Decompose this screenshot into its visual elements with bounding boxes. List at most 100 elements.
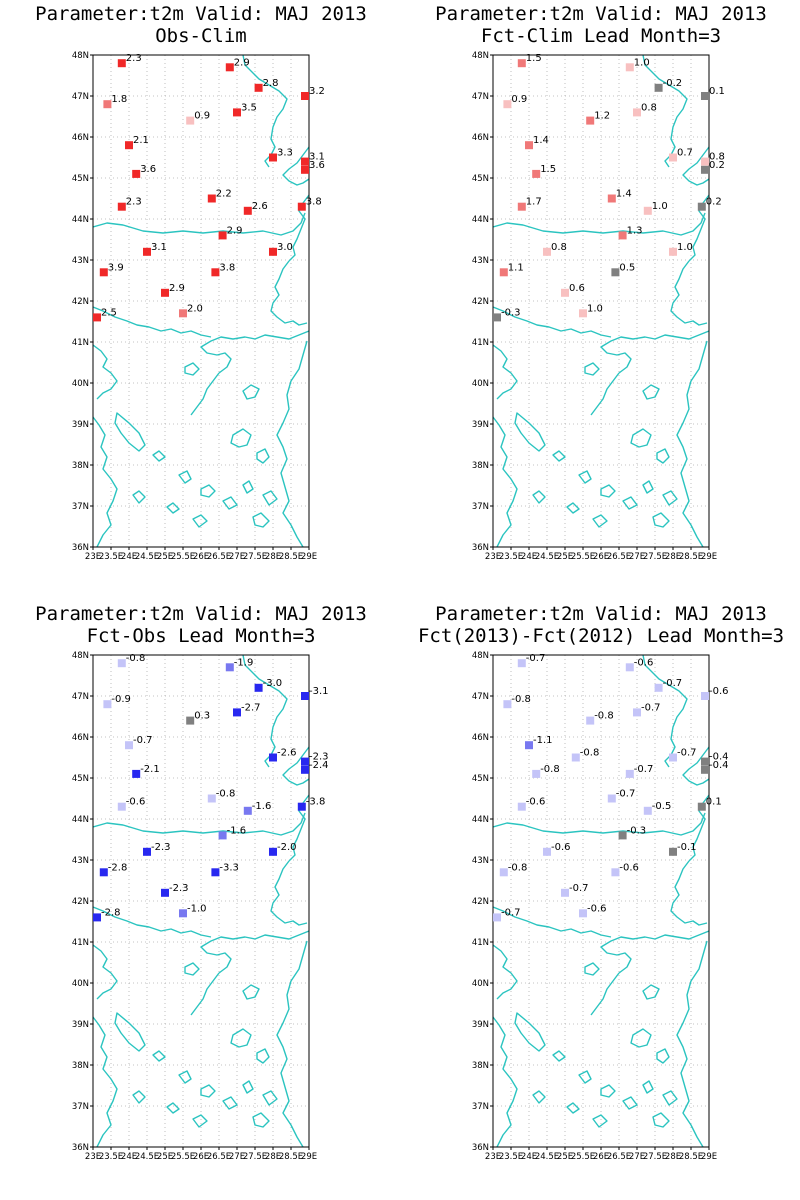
lat-tick-label: 38N <box>472 461 489 471</box>
lon-tick-label: 27E <box>229 552 245 562</box>
station-marker <box>517 59 526 68</box>
station-value-label: 1.0 <box>634 57 650 68</box>
station-value-label: 1.5 <box>540 164 556 175</box>
lon-tick-label: 26.5E <box>207 1152 231 1162</box>
station-marker <box>643 206 652 215</box>
station-value-label: 2.3 <box>126 53 142 64</box>
station-value-label: 0.9 <box>194 111 210 122</box>
lat-tick-label: 39N <box>472 420 489 430</box>
station-value-label: -0.7 <box>526 653 546 664</box>
station-marker <box>669 753 677 762</box>
station-marker <box>254 83 263 92</box>
lon-tick-label: 23E <box>85 1152 101 1162</box>
lon-tick-label: 24E <box>521 1152 537 1162</box>
station-value-label: -0.6 <box>709 686 729 697</box>
lon-tick-label: 24E <box>121 1152 137 1162</box>
station-marker <box>297 202 306 211</box>
station-marker <box>517 659 526 668</box>
lat-tick-label: 38N <box>72 461 89 471</box>
lon-tick-label: 26.5E <box>207 552 231 562</box>
lat-tick-label: 46N <box>472 733 489 743</box>
station-value-label: -3.3 <box>219 862 239 873</box>
station-value-label: 0.1 <box>706 797 722 808</box>
lon-tick-label: 23.5E <box>499 552 523 562</box>
panel-subtitle: Fct-Clim Lead Month=3 <box>481 25 721 47</box>
station-marker <box>633 108 641 117</box>
station-marker <box>525 141 533 150</box>
lat-tick-label: 43N <box>72 256 89 266</box>
map-panel: Parameter:t2m Valid: MAJ 2013Fct(2013)-F… <box>418 603 784 1162</box>
station-value-label: -0.4 <box>709 760 729 771</box>
station-value-label: 1.3 <box>627 225 643 236</box>
lon-tick-label: 25E <box>157 1152 173 1162</box>
station-marker <box>269 153 277 162</box>
lon-tick-label: 23.5E <box>99 1152 123 1162</box>
lat-tick-label: 41N <box>472 938 489 948</box>
lon-tick-label: 25.5E <box>171 552 195 562</box>
lon-tick-label: 28E <box>665 1152 681 1162</box>
lat-tick-label: 44N <box>72 215 89 225</box>
lat-tick-label: 48N <box>72 51 89 61</box>
station-value-label: 0.9 <box>511 94 527 105</box>
station-value-label: -0.7 <box>569 883 589 894</box>
panel-title: Parameter:t2m Valid: MAJ 2013 <box>35 603 367 625</box>
lat-tick-label: 36N <box>472 543 489 553</box>
lon-tick-label: 25.5E <box>571 552 595 562</box>
lat-tick-label: 44N <box>72 815 89 825</box>
station-value-label: 1.0 <box>587 303 603 314</box>
station-value-label: 2.9 <box>234 57 250 68</box>
panel-title: Parameter:t2m Valid: MAJ 2013 <box>435 603 767 625</box>
station-value-label: 3.9 <box>108 262 124 273</box>
station-marker <box>254 683 263 692</box>
station-value-label: -0.7 <box>641 702 661 713</box>
station-value-label: 0.6 <box>569 283 585 294</box>
lat-tick-label: 38N <box>472 1061 489 1071</box>
station-value-label: 1.4 <box>616 189 632 200</box>
lon-tick-label: 26E <box>193 552 209 562</box>
lat-tick-label: 48N <box>472 651 489 661</box>
station-value-label: 2.9 <box>227 225 243 236</box>
station-value-label: 2.2 <box>216 189 232 200</box>
station-value-label: -0.8 <box>511 694 531 705</box>
lon-tick-label: 26E <box>593 552 609 562</box>
lat-tick-label: 40N <box>472 379 489 389</box>
station-value-label: 1.8 <box>111 94 127 105</box>
station-value-label: -0.2 <box>663 78 683 89</box>
lon-tick-label: 27.5E <box>243 552 267 562</box>
lat-tick-label: 47N <box>472 692 489 702</box>
lat-tick-label: 41N <box>72 938 89 948</box>
station-marker <box>297 802 306 811</box>
station-value-label: 1.2 <box>594 111 610 122</box>
station-value-label: 3.8 <box>306 197 322 208</box>
station-value-label: 3.1 <box>151 242 167 253</box>
station-value-label: -0.3 <box>501 307 521 318</box>
station-marker <box>269 753 277 762</box>
station-value-label: 2.6 <box>252 201 268 212</box>
station-marker <box>243 806 252 815</box>
station-value-label: 0.8 <box>641 102 657 113</box>
lon-tick-label: 29E <box>301 552 317 562</box>
station-value-label: -0.6 <box>526 797 546 808</box>
station-marker <box>99 868 108 877</box>
lon-tick-label: 23.5E <box>99 552 123 562</box>
lon-tick-label: 24E <box>521 552 537 562</box>
lat-tick-label: 36N <box>72 1143 89 1153</box>
station-value-label: -0.6 <box>587 903 607 914</box>
station-value-label: 3.2 <box>309 86 325 97</box>
station-marker <box>701 157 709 166</box>
lon-tick-label: 27.5E <box>243 1152 267 1162</box>
station-marker <box>117 659 126 668</box>
station-value-label: -2.1 <box>140 764 160 775</box>
station-marker <box>493 913 501 922</box>
station-value-label: -2.6 <box>277 748 297 759</box>
station-value-label: -0.8 <box>594 711 614 722</box>
station-value-label: -3.1 <box>309 686 329 697</box>
station-marker <box>543 247 551 256</box>
station-marker <box>117 202 126 211</box>
station-marker <box>117 59 126 68</box>
station-marker <box>218 831 227 840</box>
station-value-label: 0.3 <box>194 711 210 722</box>
lon-tick-label: 27E <box>629 1152 645 1162</box>
